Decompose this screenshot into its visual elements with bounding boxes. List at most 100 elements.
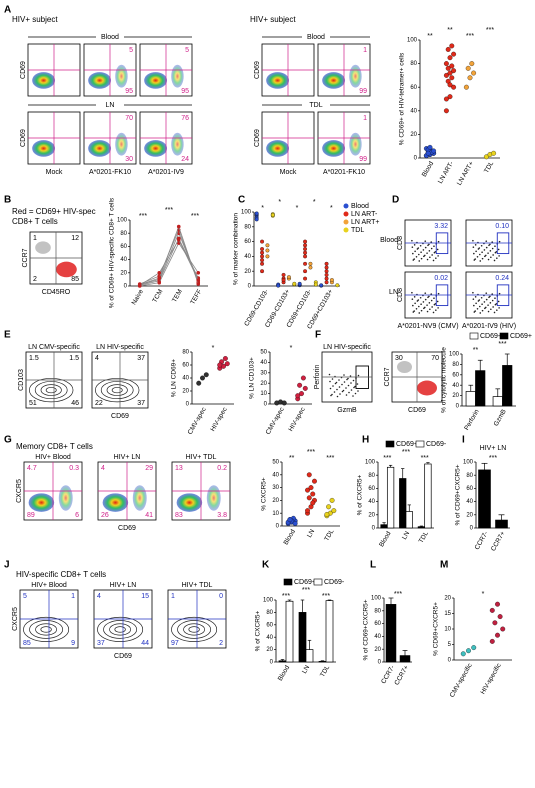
significance: *** — [498, 341, 506, 348]
bar — [399, 478, 407, 529]
flow-event — [420, 303, 422, 306]
flow-event — [473, 252, 475, 255]
legend-label: TDL — [351, 227, 364, 234]
data-point — [467, 75, 473, 81]
flow-event — [481, 251, 483, 253]
data-point — [489, 638, 495, 644]
data-point — [471, 645, 477, 651]
legend-marker — [343, 211, 349, 217]
data-point — [286, 275, 291, 280]
quadrant-value: 1 — [363, 47, 367, 54]
quadrant-value: 41 — [145, 512, 153, 519]
flow-event — [487, 304, 489, 306]
flow-event — [418, 305, 420, 308]
flow-event — [357, 374, 360, 377]
flow-contour — [34, 381, 68, 400]
panel-letter: I — [462, 435, 465, 446]
data-point — [276, 283, 281, 288]
flow-density — [266, 72, 290, 89]
x-tick-label: TDL — [418, 530, 430, 544]
y-tick-label: 30 — [260, 370, 267, 376]
data-point — [308, 485, 314, 491]
data-point — [483, 154, 489, 160]
flow-event — [432, 311, 435, 314]
flow-contour — [29, 620, 64, 639]
data-point — [491, 150, 497, 156]
tissue-label: TDL — [309, 102, 322, 109]
flow-title: HIV+ LN — [114, 454, 141, 461]
y-tick-label: 60 — [182, 363, 189, 369]
y-tick-label: 40 — [120, 257, 127, 263]
flow-event — [472, 291, 474, 294]
data-point — [303, 254, 308, 259]
data-point — [331, 508, 337, 514]
data-point — [222, 356, 228, 361]
flow-event — [423, 307, 425, 310]
x-tick-label: HIV-spec — [209, 406, 229, 433]
heading: HIV+ subject — [12, 15, 58, 24]
flow-event — [424, 292, 427, 294]
y-axis-label: % of CXCR5+ — [255, 610, 262, 651]
data-point — [265, 248, 270, 253]
quadrant-value: 1.5 — [29, 355, 39, 362]
y-axis-label: % LN CD103+ — [249, 357, 256, 399]
quadrant-value: 4 — [95, 355, 99, 362]
data-point — [157, 280, 162, 285]
x-tick-label: LN — [306, 528, 316, 539]
significance: ** — [427, 33, 433, 40]
bar — [278, 660, 287, 663]
flow-event — [348, 391, 350, 394]
flow-event — [476, 255, 479, 258]
flow-event — [352, 379, 355, 382]
flow-event — [480, 244, 483, 247]
flow-event — [437, 292, 440, 295]
flow-event — [334, 382, 337, 385]
flow-event — [356, 383, 359, 385]
data-point — [329, 278, 334, 283]
flow-event — [329, 380, 331, 383]
data-point — [445, 65, 451, 71]
y-tick-label: 60 — [410, 85, 417, 91]
flow-event — [424, 246, 427, 249]
bar — [385, 604, 397, 663]
significance: * — [278, 199, 281, 206]
data-point — [443, 61, 449, 67]
quadrant-value: 99 — [359, 156, 367, 163]
y-tick-label: 0 — [186, 402, 190, 408]
y-axis-label: % CD69+ of HIV-tetramer+ cells — [399, 52, 406, 145]
data-point — [324, 269, 329, 274]
significance: *** — [489, 455, 497, 462]
y-tick-label: 60 — [244, 239, 251, 245]
y-tick-label: 100 — [241, 210, 252, 216]
flow-event — [412, 311, 415, 313]
flow-event — [427, 296, 429, 299]
data-point — [281, 272, 286, 277]
flow-title: HIV+ TDL — [182, 582, 213, 589]
flow-xlabel: A*0201-FK10 — [323, 169, 365, 176]
flow-event — [427, 244, 429, 247]
flow-event — [472, 298, 475, 300]
y-tick-label: 60 — [374, 621, 381, 627]
flow-density — [349, 64, 362, 88]
significance: *** — [302, 587, 310, 594]
flow-event — [342, 389, 345, 392]
flow-event — [416, 248, 419, 250]
data-point — [460, 651, 466, 657]
flow-density — [349, 132, 362, 156]
panel-letter: M — [440, 560, 448, 571]
y-tick-label: 10 — [272, 511, 279, 517]
flow-contour — [183, 623, 206, 636]
flow-event — [432, 259, 435, 262]
x-tick-label: TEM — [171, 288, 184, 303]
flow-event — [498, 240, 501, 243]
legend-label: CD69+ — [396, 441, 418, 448]
flow-event — [331, 378, 334, 380]
data-point — [310, 491, 316, 497]
flow-event — [473, 259, 476, 261]
flow-event — [345, 387, 347, 389]
legend-label: CD69- — [480, 333, 501, 340]
flow-event — [420, 251, 422, 253]
significance: * — [261, 205, 264, 212]
y-tick-label: 80 — [452, 362, 459, 368]
flow-density — [132, 485, 147, 511]
